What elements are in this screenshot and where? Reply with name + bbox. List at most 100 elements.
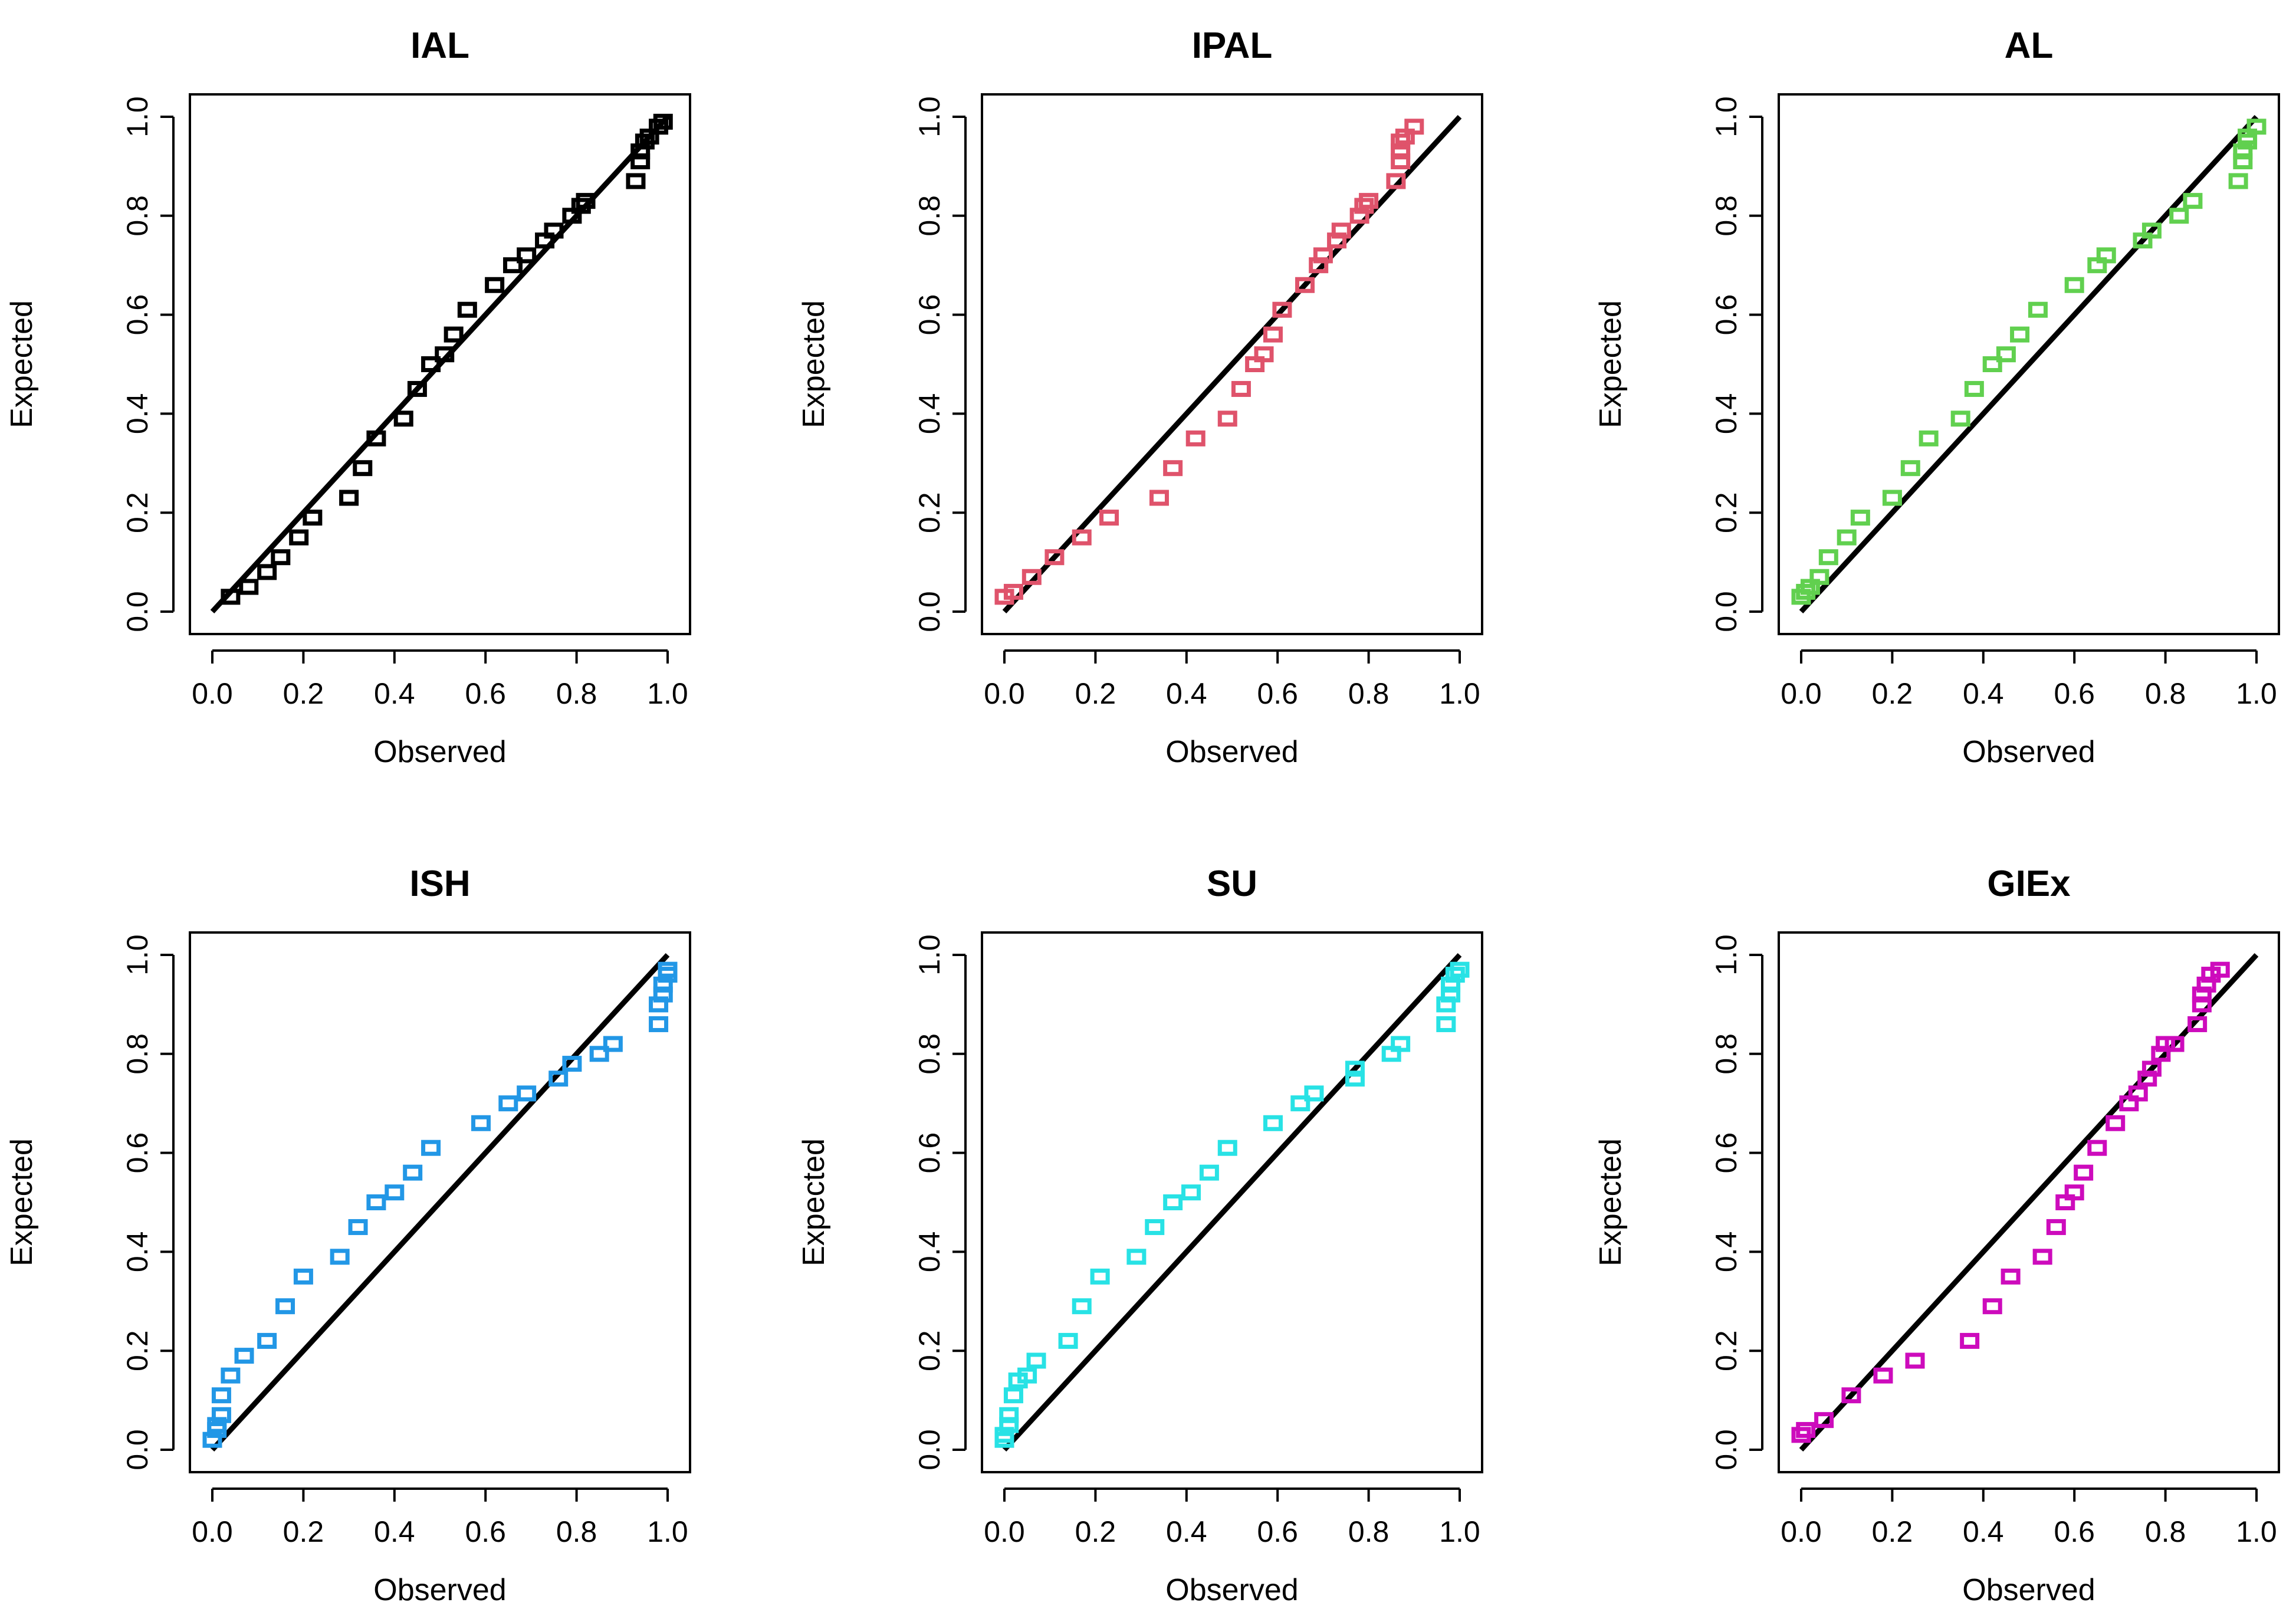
panel-title: AL: [2005, 25, 2054, 66]
data-point: [257, 1332, 277, 1349]
data-point: [658, 961, 678, 978]
data-point: [589, 1046, 609, 1062]
data-point: [2141, 1060, 2162, 1077]
data-point: [271, 549, 291, 566]
data-point: [485, 277, 505, 293]
x-tick-label: 0.4: [1963, 677, 2004, 710]
reference-line: [1002, 953, 1462, 1452]
data-point: [2032, 1249, 2052, 1265]
data-point: [1391, 1036, 1411, 1052]
plot-frame: [189, 931, 691, 1473]
data-point: [339, 490, 359, 506]
x-tick-label: 0.8: [2145, 1515, 2186, 1548]
y-axis-title: Expected: [5, 300, 39, 428]
data-point: [385, 1184, 405, 1201]
panel-ial: IAL 0.0 0.2 0.4 0.6 0.8 1.0 0.0 0.2 0.4 0.6 0.8 1.0 O…: [5, 25, 691, 769]
y-tick-label: 0.4: [121, 393, 154, 435]
data-point: [1313, 247, 1333, 264]
data-point: [1809, 569, 1829, 585]
x-tick-label: 0.8: [1348, 1515, 1390, 1548]
y-tick-label: 0.0: [1710, 591, 1743, 632]
data-point: [289, 529, 309, 546]
data-point: [1185, 430, 1206, 446]
x-tick-label: 0.4: [1963, 1515, 2004, 1548]
data-point: [2169, 208, 2189, 224]
x-tick-label: 0.8: [556, 677, 597, 710]
data-point: [435, 346, 455, 363]
data-point: [1814, 1412, 1834, 1429]
data-point: [1873, 1367, 1893, 1384]
plot-frame: [189, 93, 691, 635]
x-tick-label: 1.0: [647, 1515, 688, 1548]
y-tick-label: 0.6: [913, 294, 946, 336]
y-tick-label: 1.0: [121, 96, 154, 137]
data-point: [1841, 1387, 1861, 1404]
x-tick-label: 0.2: [1872, 677, 1913, 710]
x-tick-label: 0.6: [2054, 677, 2095, 710]
data-point: [1982, 356, 2002, 372]
y-tick-label: 0.4: [1710, 393, 1743, 435]
y-tick-label: 0.6: [1710, 294, 1743, 336]
data-point: [1290, 1095, 1310, 1112]
data-point: [1090, 1268, 1110, 1285]
x-tick-label: 0.4: [374, 677, 415, 710]
data-point: [221, 1367, 241, 1384]
y-axis-title: Expected: [1594, 1138, 1628, 1266]
data-point: [498, 1095, 518, 1112]
data-point: [1960, 1332, 1980, 1349]
y-tick-label: 0.2: [121, 492, 154, 533]
panel-title: IAL: [410, 25, 469, 66]
data-point: [1796, 1421, 1816, 1438]
y-tick-label: 0.8: [121, 195, 154, 237]
x-tick-label: 1.0: [647, 677, 688, 710]
data-point: [1272, 301, 1292, 318]
y-tick-label: 0.0: [1710, 1429, 1743, 1470]
y-tick-label: 0.6: [121, 294, 154, 336]
y-tick-label: 0.4: [913, 1232, 946, 1273]
y-tick-label: 0.0: [913, 1429, 946, 1470]
data-point: [1217, 411, 1237, 427]
data-point: [1017, 1367, 1037, 1384]
x-tick-label: 0.2: [283, 677, 324, 710]
data-point: [1850, 510, 1870, 526]
y-axis-title: Expected: [1594, 300, 1628, 428]
data-point: [1181, 1184, 1201, 1201]
y-tick-label: 0.2: [913, 492, 946, 533]
data-point: [1905, 1352, 1925, 1369]
data-point: [239, 579, 259, 595]
y-tick-label: 0.2: [1710, 1330, 1743, 1371]
x-tick-label: 0.2: [283, 1515, 324, 1548]
plot-frame: [981, 931, 1483, 1473]
data-point: [1882, 490, 1902, 506]
y-tick-label: 0.6: [121, 1132, 154, 1174]
data-point: [2001, 1268, 2021, 1285]
y-tick-label: 0.4: [121, 1232, 154, 1273]
data-point: [1126, 1249, 1147, 1265]
data-point: [2064, 277, 2084, 293]
y-axis-title: Expected: [797, 1138, 831, 1266]
y-tick-label: 0.8: [121, 1033, 154, 1075]
x-tick-label: 0.6: [1257, 677, 1298, 710]
data-point: [393, 411, 413, 427]
x-tick-label: 0.2: [1872, 1515, 1913, 1548]
x-axis-title: Observed: [1962, 735, 2095, 769]
data-point: [626, 173, 646, 189]
data-point: [1996, 346, 2016, 363]
data-point: [1072, 529, 1092, 546]
data-point: [1919, 430, 1939, 446]
panel-title: ISH: [409, 863, 470, 904]
data-point: [1950, 411, 1970, 427]
x-tick-label: 0.2: [1075, 677, 1116, 710]
data-point: [603, 1036, 623, 1052]
y-tick-label: 1.0: [1710, 96, 1743, 137]
x-tick-label: 1.0: [2236, 1515, 2277, 1548]
y-tick-label: 0.2: [121, 1330, 154, 1371]
x-tick-label: 0.0: [1781, 1515, 1822, 1548]
data-point: [653, 113, 673, 130]
x-tick-label: 1.0: [2236, 677, 2277, 710]
x-tick-label: 0.6: [1257, 1515, 1298, 1548]
data-point: [1254, 346, 1274, 363]
y-tick-label: 0.2: [913, 1330, 946, 1371]
data-point: [275, 1298, 295, 1315]
